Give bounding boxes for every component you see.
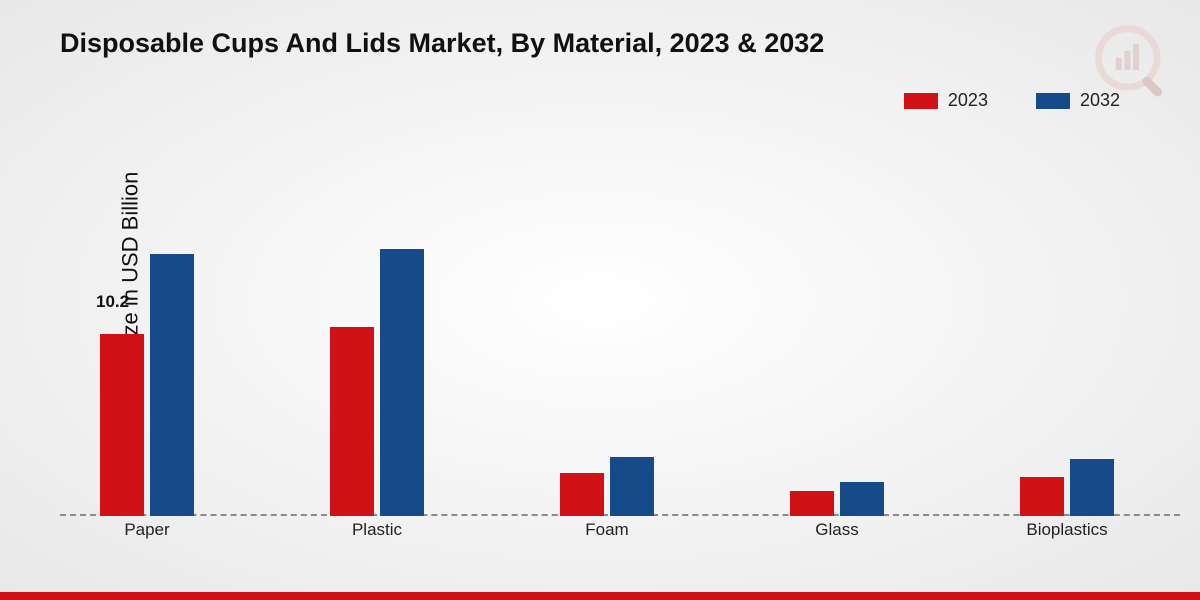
- legend-label-2032: 2032: [1080, 90, 1120, 111]
- bar: [790, 491, 834, 516]
- bar: [150, 254, 194, 516]
- x-tick-label: Glass: [787, 520, 887, 540]
- bar: [100, 334, 144, 516]
- bar: [330, 327, 374, 516]
- chart-title: Disposable Cups And Lids Market, By Mate…: [60, 28, 824, 59]
- bar-group: [1020, 459, 1114, 516]
- footer-strip: [0, 592, 1200, 600]
- bar-group: [560, 457, 654, 516]
- bar: [610, 457, 654, 516]
- bar: [1070, 459, 1114, 516]
- x-tick-label: Paper: [97, 520, 197, 540]
- chart-canvas: Disposable Cups And Lids Market, By Mate…: [0, 0, 1200, 600]
- bar: [840, 482, 884, 516]
- bar-group: [790, 482, 884, 516]
- legend-label-2023: 2023: [948, 90, 988, 111]
- x-tick-label: Foam: [557, 520, 657, 540]
- value-label: 10.2: [96, 292, 129, 312]
- x-tick-label: Bioplastics: [1017, 520, 1117, 540]
- legend-swatch-2023: [904, 93, 938, 109]
- bar-group: [330, 249, 424, 516]
- legend-swatch-2032: [1036, 93, 1070, 109]
- legend-item-2023: 2023: [904, 90, 988, 111]
- bar: [1020, 477, 1064, 516]
- bar: [560, 473, 604, 516]
- x-tick-label: Plastic: [327, 520, 427, 540]
- plot-area: Paper Plastic Foam Glass Bioplastics 10.2: [60, 160, 1180, 544]
- bar: [380, 249, 424, 516]
- legend-item-2032: 2032: [1036, 90, 1120, 111]
- legend: 2023 2032: [904, 90, 1120, 111]
